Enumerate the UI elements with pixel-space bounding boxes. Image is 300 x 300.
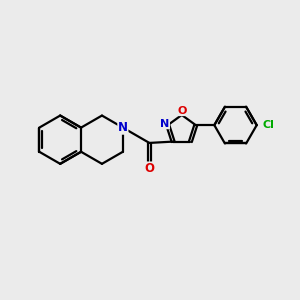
Text: Cl: Cl [262,120,274,130]
Text: N: N [118,121,128,134]
Text: O: O [177,106,187,116]
Text: N: N [160,119,170,129]
Text: O: O [144,162,154,175]
